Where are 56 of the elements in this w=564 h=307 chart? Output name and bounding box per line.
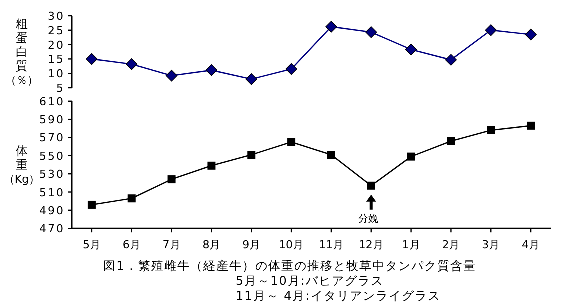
point <box>128 194 136 203</box>
x-tick-label: 8月 <box>202 238 221 252</box>
y-axis-title: 粗蛋白質（％） <box>6 17 38 87</box>
y-tick-label: 510 <box>40 186 65 200</box>
point <box>405 44 418 56</box>
x-tick-label: 4月 <box>522 238 540 252</box>
y-tick-label: 530 <box>40 168 65 182</box>
point <box>445 54 458 66</box>
x-tick-label: 12月 <box>358 238 384 252</box>
point <box>327 151 336 160</box>
point <box>88 200 96 209</box>
x-tick-label: 6月 <box>122 238 141 252</box>
point <box>366 26 378 38</box>
x-tick-label: 2月 <box>442 238 460 252</box>
x-tick-label: 11月 <box>318 238 344 252</box>
point <box>485 24 497 36</box>
x-tick-label: 5月 <box>82 238 101 252</box>
x-tick-label: 7月 <box>162 238 181 252</box>
y-tick-label: 30 <box>48 10 65 23</box>
y-tick-label: 570 <box>40 132 65 145</box>
point <box>246 74 258 86</box>
point <box>286 63 298 76</box>
point <box>326 21 338 33</box>
point <box>206 64 218 76</box>
y-tick-label: 490 <box>40 204 65 218</box>
annotation: 分娩 <box>358 212 378 225</box>
y-tick-label: 10 <box>48 68 65 81</box>
x-tick-label: 1月 <box>402 238 420 252</box>
point <box>407 152 416 161</box>
x-tick-label: 9月 <box>242 238 261 252</box>
point <box>126 58 138 70</box>
y-tick-label: 5 <box>56 82 65 95</box>
point <box>86 53 98 66</box>
point <box>166 70 178 82</box>
point <box>288 138 296 146</box>
point <box>168 176 176 184</box>
point <box>525 28 537 41</box>
y-tick-label: 550 <box>40 150 65 163</box>
y-tick-label: 15 <box>48 53 65 66</box>
text: 図1．繁殖雌牛（経産牛）の体重の推移と牧草中タンパク質含量 <box>104 259 476 273</box>
y-tick-label: 610 <box>40 95 65 108</box>
y-tick-label: 470 <box>40 222 65 236</box>
point <box>367 182 376 190</box>
y-tick-label: 20 <box>48 38 65 52</box>
point <box>527 122 536 130</box>
x-tick-label: 10月 <box>279 238 304 252</box>
point <box>447 137 456 146</box>
y-axis-title: 体重（Kg） <box>4 144 40 186</box>
text: 5月～10月:バヒアグラス <box>236 274 384 288</box>
point <box>487 126 496 134</box>
y-tick-label: 25 <box>48 24 65 38</box>
y-tick-label: 590 <box>40 114 65 127</box>
x-tick-label: 3月 <box>482 238 500 252</box>
point <box>248 151 256 160</box>
text: 11月～ 4月:イタリアンライグラス <box>236 289 441 303</box>
point <box>208 162 216 170</box>
